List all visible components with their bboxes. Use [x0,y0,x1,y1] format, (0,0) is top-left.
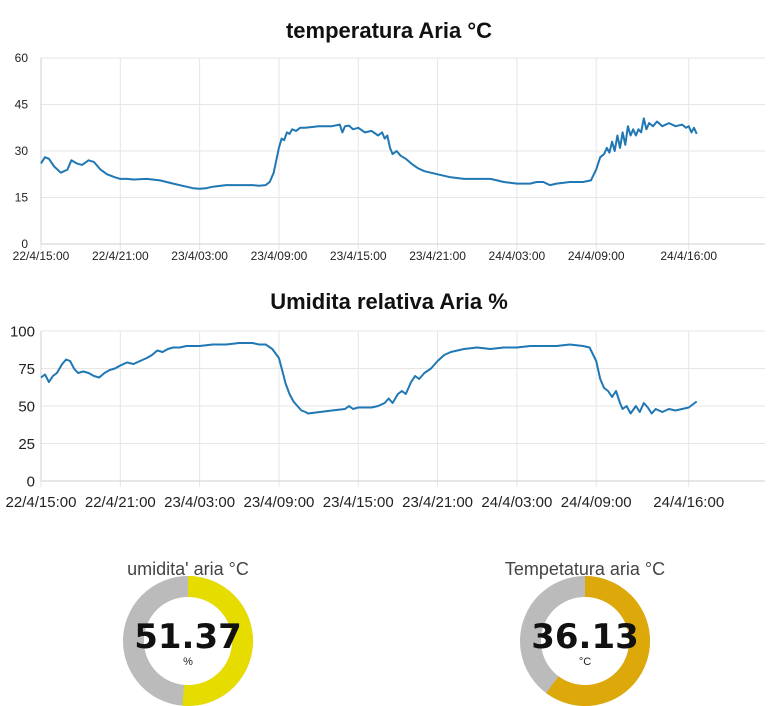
hum-x-tick-label: 23/4/09:00 [243,494,314,511]
humidity-chart: Umidita relativa Aria % 0 25 50 75 100 22/4/15… [0,282,779,532]
humidity-gauge-ring [123,576,253,706]
hum-x-tick-label: 23/4/15:00 [323,494,394,511]
hum-x-tick-label: 24/4/03:00 [481,494,552,511]
temp-x-tick-label: 22/4/15:00 [13,249,70,263]
temp-x-tick-label: 24/4/09:00 [568,249,625,263]
humidity-gauge-label: umidita' aria °C [127,559,249,579]
temperature-gauge-label: Tempetatura aria °C [504,559,666,579]
temp-x-tick-label: 23/4/21:00 [409,249,466,263]
temp-series-line [40,117,698,190]
hum-series-line [40,342,698,415]
temp-y-tick-label: 0 [21,237,28,251]
hum-x-tick-label: 23/4/03:00 [164,494,235,511]
temp-x-tick-label: 23/4/09:00 [251,249,308,263]
humidity-chart-svg: Umidita relativa Aria % 0 25 50 75 100 22/4/15… [6,289,765,511]
hum-y-tick-label: 75 [18,361,35,378]
temp-chart-title: temperatura Aria °C [286,18,492,43]
temp-x-tick-label: 24/4/03:00 [489,249,546,263]
temp-x-tick-label: 23/4/15:00 [330,249,387,263]
humidity-gauge: umidita' aria °C 51.37 % [58,555,318,706]
hum-y-tick-label: 0 [27,473,35,490]
temp-y-tick-label: 45 [15,98,29,112]
temp-x-tick-label: 24/4/16:00 [660,249,717,263]
temp-y-tick-label: 30 [15,144,29,158]
temperature-gauge-center [541,597,629,685]
temperature-gauge-unit: °C [578,656,592,668]
hum-y-tick-label: 100 [10,323,35,340]
temperature-gauge-value: 36.13 [531,617,639,657]
hum-x-tick-label: 22/4/15:00 [6,494,77,511]
temp-y-tick-label: 60 [15,51,29,65]
humidity-gauge-fill [182,576,253,706]
temp-x-tick-label: 23/4/03:00 [171,249,228,263]
hum-y-tick-label: 25 [18,436,35,453]
temp-x-tick-label: 22/4/21:00 [92,249,149,263]
humidity-gauge-unit: % [183,656,193,668]
hum-x-tick-label: 22/4/21:00 [85,494,156,511]
humidity-gauge-center [144,597,232,685]
hum-y-tick-label: 50 [18,398,35,415]
hum-x-tick-label: 23/4/21:00 [402,494,473,511]
hum-chart-title: Umidita relativa Aria % [270,289,508,314]
hum-x-tick-label: 24/4/16:00 [653,494,724,511]
temp-y-tick-label: 15 [15,191,29,205]
temperature-gauge-ring [520,576,650,706]
hum-x-tick-label: 24/4/09:00 [561,494,632,511]
temperature-chart-svg: temperatura Aria °C 0 15 30 45 60 22/4/15:00 22… [13,18,765,263]
temperature-gauge-fill [546,576,650,706]
temperature-gauge: Tempetatura aria °C 36.13 °C [455,555,715,706]
humidity-gauge-value: 51.37 [134,617,242,657]
temperature-chart: temperatura Aria °C 0 15 30 45 60 22/4/15:00 22… [0,0,779,272]
